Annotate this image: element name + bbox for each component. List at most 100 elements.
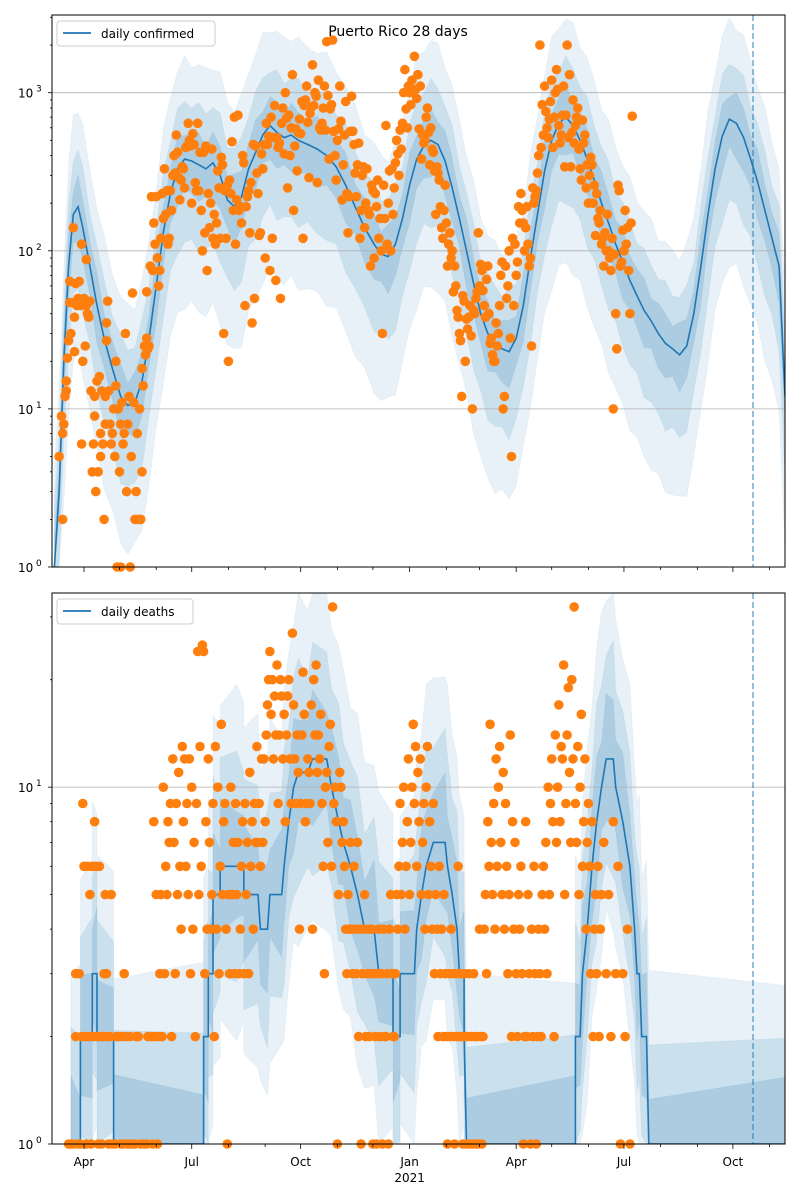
deaths-data-point (221, 924, 231, 934)
confirmed-data-point (504, 246, 514, 256)
confirmed-y-tick-exponent: 2 (36, 243, 42, 253)
deaths-data-point (209, 1031, 219, 1042)
deaths-data-point (555, 816, 565, 827)
deaths-data-point (312, 767, 323, 778)
confirmed-data-point (301, 81, 312, 91)
confirmed-data-point (258, 164, 268, 174)
confirmed-data-point (420, 135, 430, 146)
confirmed-data-point (492, 341, 503, 351)
confirmed-data-point (236, 218, 247, 228)
x-tick-year-label: 2021 (394, 1171, 425, 1185)
confirmed-data-point (614, 185, 624, 196)
confirmed-data-point (421, 112, 432, 122)
confirmed-data-point (460, 356, 471, 367)
confirmed-data-point (224, 175, 235, 185)
deaths-data-point (316, 709, 326, 720)
deaths-data-point (439, 889, 449, 900)
confirmed-data-point (190, 177, 201, 188)
confirmed-data-point (141, 287, 152, 297)
deaths-data-point (304, 767, 314, 778)
confirmed-data-point (278, 103, 288, 113)
deaths-data-point (259, 754, 269, 764)
confirmed-data-point (284, 110, 294, 120)
deaths-data-point (275, 674, 286, 685)
confirmed-data-point (512, 257, 523, 267)
deaths-data-point (319, 968, 330, 979)
deaths-data-point (336, 782, 346, 792)
deaths-data-point (537, 889, 547, 900)
deaths-data-point (338, 816, 349, 827)
confirmed-data-point (541, 106, 551, 117)
confirmed-data-point (533, 150, 544, 161)
confirmed-data-point (554, 120, 564, 131)
deaths-data-point (496, 837, 506, 848)
deaths-data-point (294, 924, 305, 934)
deaths-data-point (211, 924, 222, 934)
deaths-data-point (436, 924, 447, 934)
deaths-data-point (327, 602, 338, 612)
confirmed-data-point (246, 177, 256, 188)
deaths-data-point (196, 861, 206, 872)
confirmed-data-point (253, 188, 263, 199)
deaths-data-point (574, 889, 584, 900)
deaths-data-point (407, 782, 417, 792)
confirmed-data-point (217, 160, 228, 170)
deaths-data-point (326, 861, 337, 872)
deaths-data-point (317, 798, 327, 809)
confirmed-data-point (175, 195, 185, 205)
confirmed-data-point (104, 386, 114, 396)
legend-label-confirmed: daily confirmed (101, 27, 194, 41)
deaths-data-point (241, 889, 251, 900)
confirmed-data-point (562, 40, 572, 50)
deaths-data-point (255, 861, 266, 872)
deaths-data-point (248, 924, 259, 934)
deaths-data-point (618, 968, 628, 979)
confirmed-data-point (110, 451, 120, 462)
chart-title: Puerto Rico 28 days (328, 24, 468, 40)
confirmed-data-point (197, 246, 208, 256)
confirmed-data-point (245, 228, 255, 238)
deaths-data-point (94, 861, 105, 872)
legend-box (56, 20, 216, 47)
deaths-data-point (622, 924, 633, 934)
confirmed-data-point (335, 81, 345, 91)
deaths-data-point (284, 674, 294, 685)
confirmed-data-point (57, 428, 68, 439)
deaths-data-point (583, 798, 594, 809)
deaths-data-point (536, 1031, 546, 1042)
deaths-data-point (331, 816, 342, 827)
deaths-data-point (149, 816, 159, 827)
confirmed-data-point (568, 95, 578, 105)
deaths-data-point (546, 754, 557, 764)
confirmed-data-point (449, 261, 460, 271)
confirmed-data-point (233, 110, 243, 120)
confirmed-data-point (539, 81, 550, 91)
confirmed-data-point (262, 139, 273, 150)
deaths-data-point (213, 782, 223, 792)
confirmed-data-point (85, 296, 95, 307)
confirmed-data-point (343, 228, 353, 238)
deaths-data-point (620, 1031, 630, 1042)
deaths-data-point (178, 816, 189, 827)
deaths-data-point (288, 700, 299, 710)
confirmed-data-point (298, 233, 308, 244)
deaths-data-point (421, 782, 432, 792)
confirmed-data-point (59, 419, 69, 430)
deaths-data-point (483, 816, 493, 827)
deaths-data-point (398, 782, 409, 792)
deaths-data-point (430, 889, 441, 900)
deaths-data-point (177, 741, 188, 752)
deaths-data-point (485, 719, 495, 730)
confirmed-data-point (455, 335, 466, 346)
confirmed-data-point (186, 198, 197, 208)
confirmed-data-point (327, 35, 338, 45)
confirmed-data-point (350, 168, 360, 178)
confirmed-data-point (454, 328, 465, 339)
confirmed-data-point (221, 233, 231, 244)
deaths-data-point (393, 924, 403, 934)
confirmed-data-point (194, 185, 204, 196)
confirmed-data-point (131, 486, 141, 497)
deaths-data-point (498, 767, 509, 778)
